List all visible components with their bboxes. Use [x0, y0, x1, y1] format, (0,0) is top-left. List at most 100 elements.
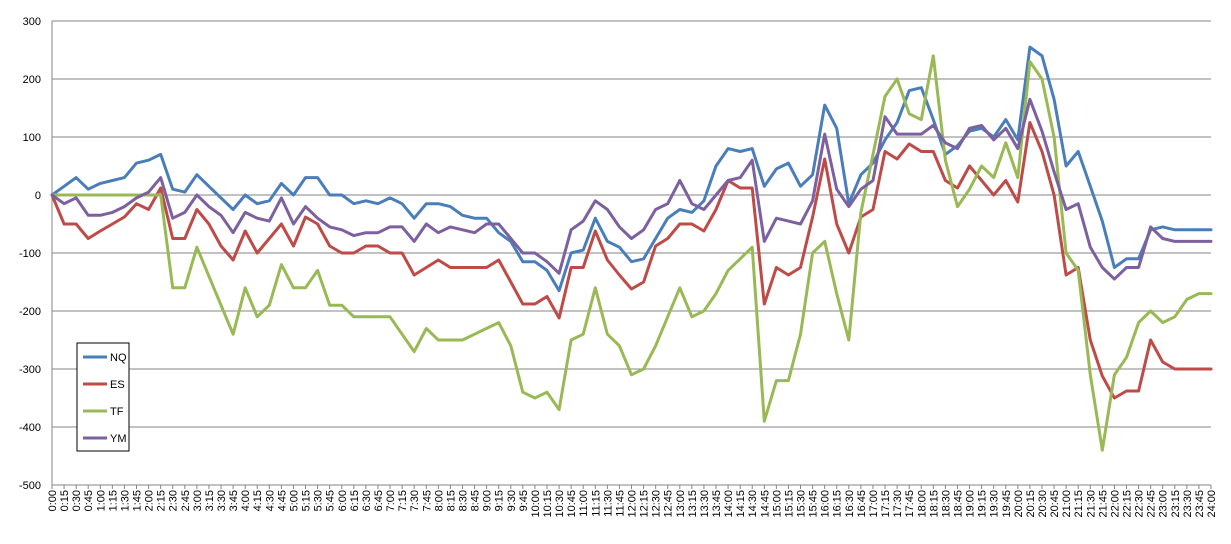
x-tick-label: 0:00: [47, 490, 59, 511]
x-tick-label: 24:00: [1206, 490, 1218, 518]
x-tick-label: 10:30: [554, 490, 566, 518]
x-tick-label: 7:45: [421, 490, 433, 511]
x-tick-label: 22:45: [1146, 490, 1158, 518]
x-tick-label: 2:30: [168, 490, 180, 511]
x-tick-label: 15:45: [808, 490, 820, 518]
x-tick-label: 19:30: [989, 490, 1001, 518]
series-line-es: [50, 121, 1213, 400]
y-axis: 300 200 100 0 -100 -200 -300 -400 -500: [19, 16, 53, 492]
x-tick-label: 0:30: [71, 490, 83, 511]
x-tick-label: 12:15: [639, 490, 651, 518]
legend: NQ ES TF YM: [76, 342, 130, 452]
x-tick-label: 1:45: [132, 490, 144, 511]
x-tick-label: 11:30: [602, 490, 614, 517]
x-tick-label: 22:00: [1109, 490, 1121, 518]
x-tick-label: 12:00: [627, 490, 639, 518]
y-tick-label: 100: [23, 132, 41, 144]
x-tick-label: 7:00: [385, 490, 397, 511]
x-tick-label: 20:45: [1049, 490, 1061, 518]
x-axis: 0:00 0:15 0:30 0:45 1:00 1:15 1:30 1:45 2:00 2:15…: [47, 485, 1218, 518]
x-tick-label: 14:00: [723, 490, 735, 518]
x-tick-label: 7:30: [409, 490, 421, 511]
x-tick-label: 1:00: [95, 490, 107, 511]
x-tick-label: 23:45: [1194, 490, 1206, 518]
x-tick-label: 4:15: [252, 490, 264, 511]
x-tick-label: 23:15: [1170, 490, 1182, 518]
x-tick-label: 16:45: [856, 490, 868, 518]
x-tick-label: 6:15: [349, 490, 361, 511]
x-tick-label: 5:15: [301, 490, 313, 511]
x-tick-label: 15:15: [783, 490, 795, 518]
x-tick-label: 2:45: [180, 490, 192, 511]
x-tick-label: 11:45: [614, 490, 626, 517]
x-tick-label: 9:00: [482, 490, 494, 511]
legend-label-tf: TF: [110, 406, 124, 418]
x-tick-label: 0:15: [59, 490, 71, 511]
x-tick-label: 19:15: [977, 490, 989, 518]
x-tick-label: 19:00: [965, 490, 977, 518]
x-tick-label: 9:15: [494, 490, 506, 511]
x-tick-label: 17:00: [868, 490, 880, 518]
x-tick-label: 10:45: [566, 490, 578, 518]
legend-label-ym: YM: [110, 433, 127, 445]
x-tick-label: 12:45: [663, 490, 675, 518]
x-tick-label: 18:45: [952, 490, 964, 518]
x-tick-label: 21:00: [1061, 490, 1073, 518]
x-tick-label: 23:00: [1158, 490, 1170, 518]
x-tick-label: 17:45: [904, 490, 916, 518]
x-tick-label: 5:30: [313, 490, 325, 511]
x-tick-label: 9:30: [506, 490, 518, 511]
y-tick-label: -300: [19, 364, 41, 376]
x-tick-label: 17:15: [880, 490, 892, 518]
x-tick-label: 13:15: [687, 490, 699, 518]
x-tick-label: 14:15: [735, 490, 747, 518]
x-tick-label: 1:15: [107, 490, 119, 511]
x-tick-label: 2:15: [156, 490, 168, 511]
x-tick-label: 1:30: [119, 490, 131, 511]
x-tick-label: 3:30: [216, 490, 228, 511]
x-tick-label: 3:00: [192, 490, 204, 511]
x-tick-label: 16:00: [820, 490, 832, 518]
x-tick-label: 21:15: [1073, 490, 1085, 518]
x-tick-label: 21:30: [1085, 490, 1097, 518]
x-tick-label: 9:45: [518, 490, 530, 511]
y-tick-label: 200: [23, 74, 41, 86]
x-tick-label: 18:15: [928, 490, 940, 518]
x-tick-label: 15:30: [796, 490, 808, 518]
x-tick-label: 4:00: [240, 490, 252, 511]
x-tick-label: 11:00: [578, 490, 590, 517]
x-tick-label: 20:15: [1025, 490, 1037, 518]
x-tick-label: 3:15: [204, 490, 216, 511]
x-tick-label: 21:45: [1097, 490, 1109, 518]
x-tick-label: 16:30: [844, 490, 856, 518]
x-tick-label: 8:45: [470, 490, 482, 511]
plot-area: [50, 45, 1213, 452]
x-tick-label: 18:00: [916, 490, 928, 518]
x-tick-label: 0:45: [83, 490, 95, 511]
x-tick-label: 13:45: [711, 490, 723, 518]
x-tick-label: 5:00: [288, 490, 300, 511]
x-tick-label: 2:00: [144, 490, 156, 511]
legend-box: [76, 342, 130, 452]
x-tick-label: 8:00: [433, 490, 445, 511]
x-tick-label: 4:45: [276, 490, 288, 511]
x-tick-label: 12:30: [651, 490, 663, 518]
x-tick-label: 18:30: [940, 490, 952, 518]
x-tick-label: 17:30: [892, 490, 904, 518]
x-tick-label: 4:30: [264, 490, 276, 511]
x-tick-label: 22:15: [1121, 490, 1133, 518]
x-tick-label: 7:15: [397, 490, 409, 511]
x-tick-label: 13:00: [675, 490, 687, 518]
x-tick-label: 20:30: [1037, 490, 1049, 518]
x-tick-label: 5:45: [325, 490, 337, 511]
x-tick-label: 14:45: [759, 490, 771, 518]
x-tick-label: 6:45: [373, 490, 385, 511]
x-tick-label: 6:00: [337, 490, 349, 511]
x-tick-label: 3:45: [228, 490, 240, 511]
x-tick-label: 13:30: [699, 490, 711, 518]
series-line-nq: [50, 45, 1213, 293]
legend-label-es: ES: [110, 379, 125, 391]
x-tick-label: 10:15: [542, 490, 554, 518]
x-tick-label: 11:15: [590, 490, 602, 517]
